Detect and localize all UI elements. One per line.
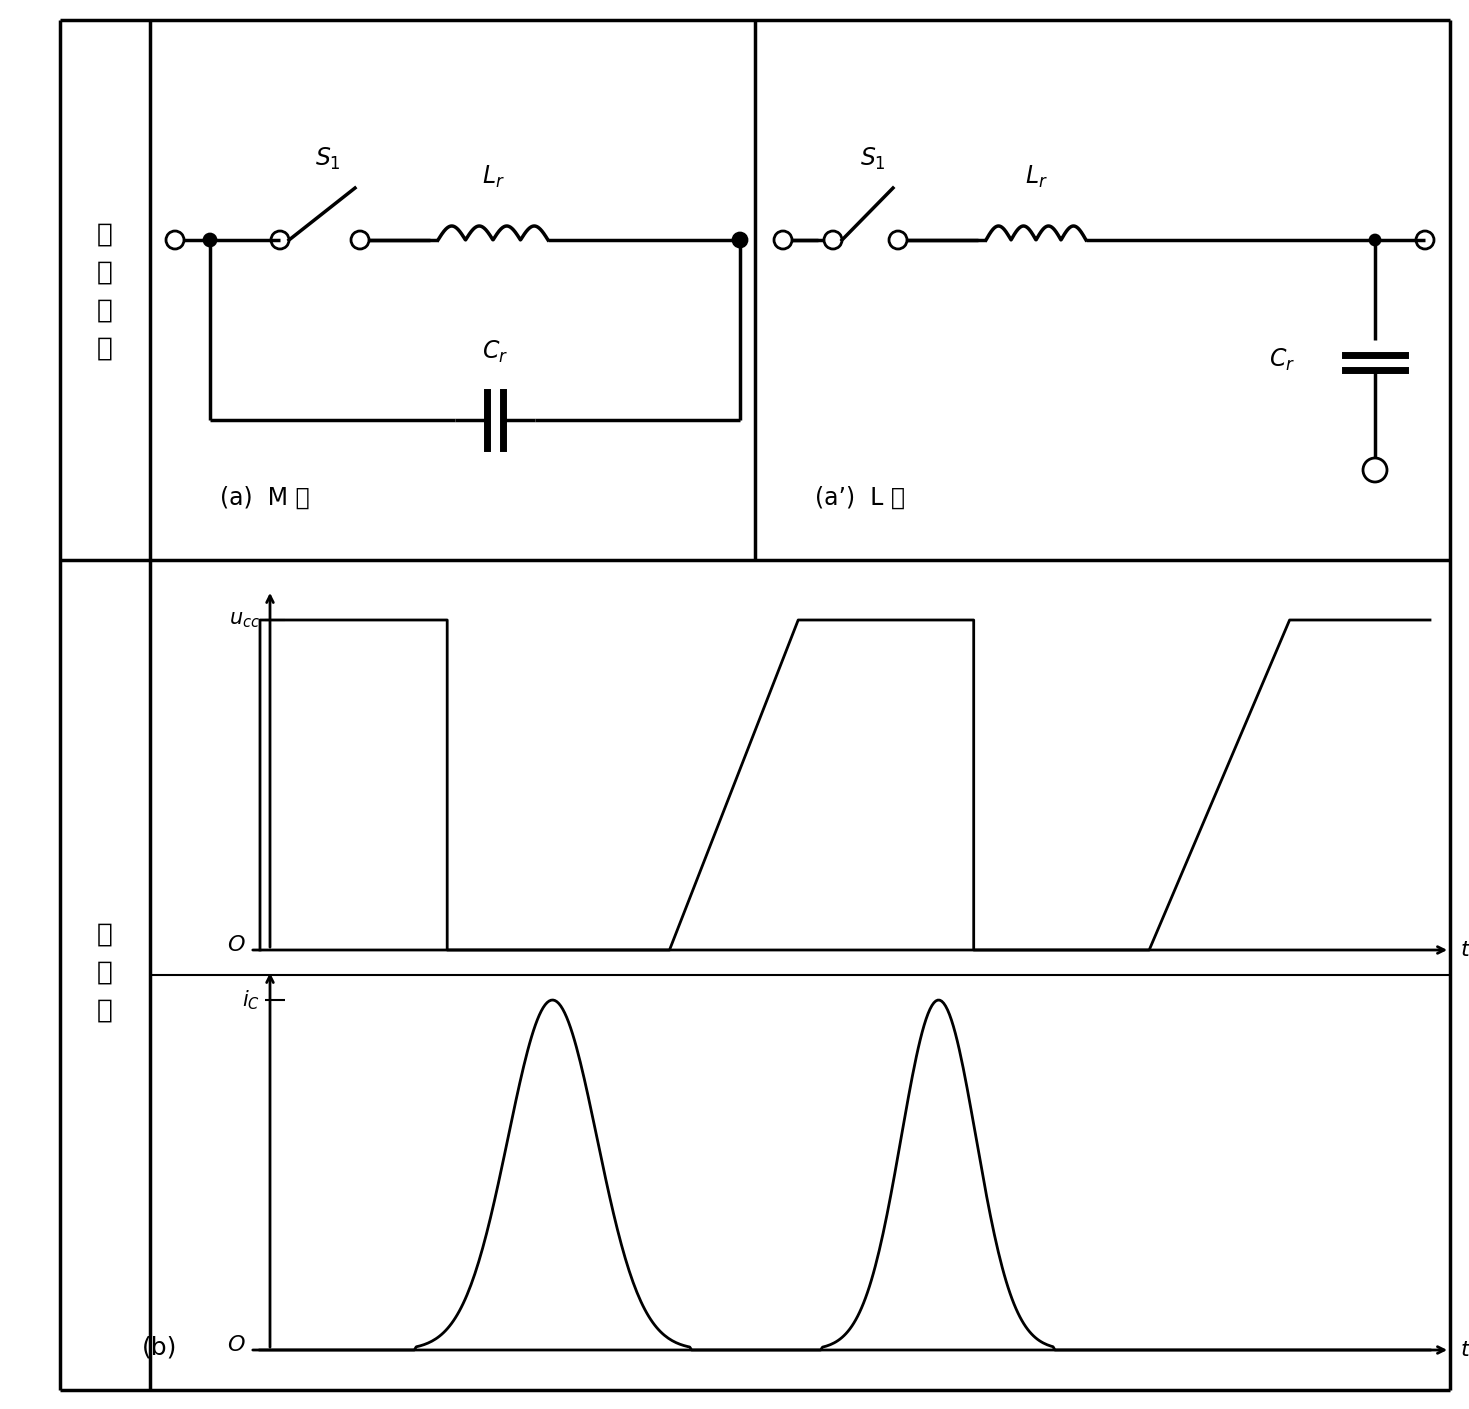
Text: 形: 形 xyxy=(97,960,113,986)
Circle shape xyxy=(1371,235,1379,245)
Text: (a)  M 型: (a) M 型 xyxy=(220,486,310,510)
Text: O: O xyxy=(228,936,245,955)
Text: $L_r$: $L_r$ xyxy=(482,163,504,190)
Text: $C_r$: $C_r$ xyxy=(482,338,508,365)
Text: O: O xyxy=(228,1334,245,1355)
Text: $C_r$: $C_r$ xyxy=(1269,347,1296,373)
Text: $i_C$: $i_C$ xyxy=(242,988,260,1012)
Text: 路: 路 xyxy=(97,335,113,362)
Text: 图: 图 xyxy=(97,998,113,1024)
Text: 波: 波 xyxy=(97,921,113,948)
Text: $S_1$: $S_1$ xyxy=(859,145,886,172)
Text: 通: 通 xyxy=(97,223,113,248)
Circle shape xyxy=(204,234,216,247)
Text: $L_r$: $L_r$ xyxy=(1024,163,1047,190)
Text: (a’)  L 型: (a’) L 型 xyxy=(815,486,905,510)
Text: (b): (b) xyxy=(142,1336,178,1360)
Text: 电: 电 xyxy=(97,297,113,324)
Text: $t$: $t$ xyxy=(1460,1340,1469,1360)
Text: $t$: $t$ xyxy=(1460,940,1469,960)
Text: 用: 用 xyxy=(97,261,113,286)
Text: $u_{cc}$: $u_{cc}$ xyxy=(229,610,260,630)
Circle shape xyxy=(733,232,748,247)
Text: $S_1$: $S_1$ xyxy=(314,145,341,172)
